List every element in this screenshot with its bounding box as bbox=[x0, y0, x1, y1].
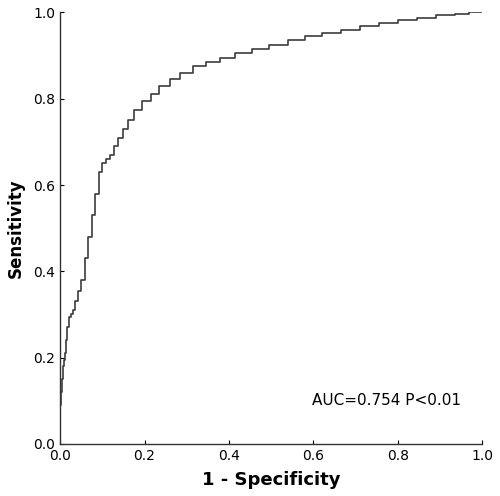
Y-axis label: Sensitivity: Sensitivity bbox=[7, 179, 25, 278]
X-axis label: 1 - Specificity: 1 - Specificity bbox=[202, 471, 340, 489]
Text: AUC=0.754 P<0.01: AUC=0.754 P<0.01 bbox=[312, 393, 461, 408]
